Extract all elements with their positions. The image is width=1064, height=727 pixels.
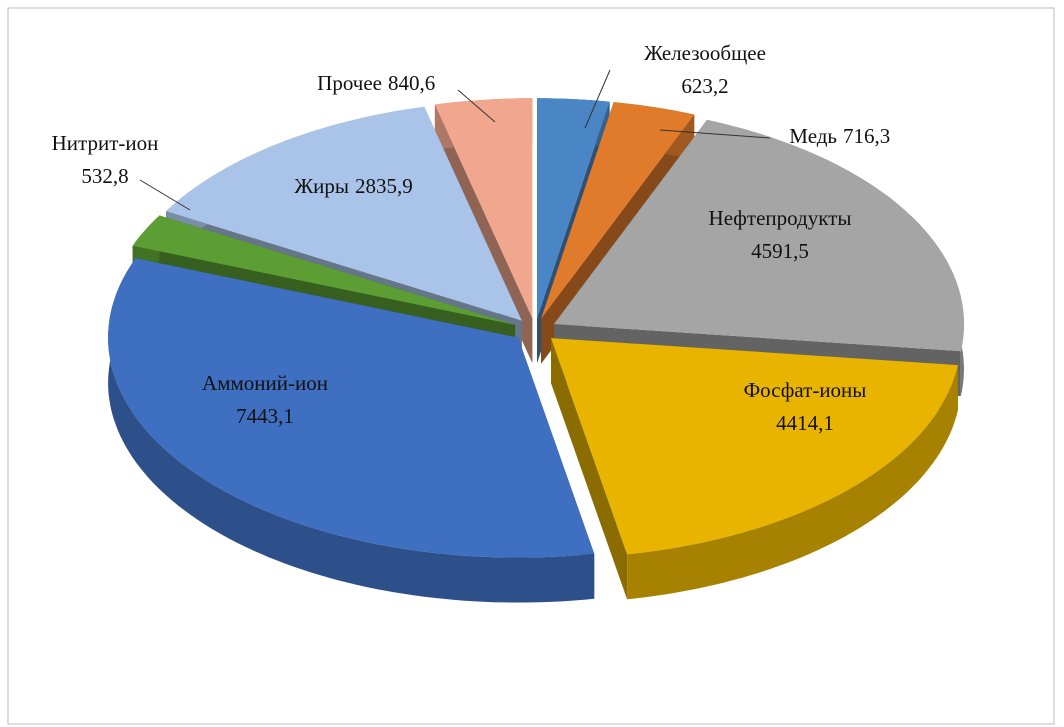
slice-wall — [551, 338, 628, 600]
leader-line — [584, 69, 611, 129]
slice-side — [627, 365, 958, 600]
category-label: Железообщее — [644, 41, 766, 65]
slice — [541, 102, 695, 319]
leader-line — [659, 129, 771, 139]
value-label: 840,6 — [388, 71, 435, 95]
slice — [554, 119, 964, 352]
category-label: Фосфат-ионы — [744, 378, 867, 402]
value-label: 623,2 — [681, 74, 728, 98]
value-label: 7443,1 — [236, 404, 294, 428]
category-label: Прочее — [317, 71, 382, 95]
category-label: Медь — [789, 124, 837, 148]
category-label: Аммоний-ион — [202, 371, 328, 395]
slice — [434, 98, 533, 319]
slice — [108, 258, 595, 558]
category-label: Нефтепродукты — [709, 206, 852, 230]
slice — [132, 215, 516, 325]
value-label: 4414,1 — [776, 411, 834, 435]
slice — [537, 98, 610, 319]
leader-line — [457, 89, 496, 123]
leader-line — [139, 179, 191, 211]
category-label: Жиры — [294, 174, 349, 198]
value-label: 4591,5 — [751, 239, 809, 263]
slice — [166, 106, 522, 321]
value-label: 532,8 — [81, 164, 128, 188]
category-label: Нитрит-ион — [52, 131, 159, 155]
slice — [551, 338, 958, 555]
value-label: 716,3 — [843, 124, 890, 148]
value-label: 2835,9 — [355, 174, 413, 198]
slice-side — [108, 258, 595, 603]
